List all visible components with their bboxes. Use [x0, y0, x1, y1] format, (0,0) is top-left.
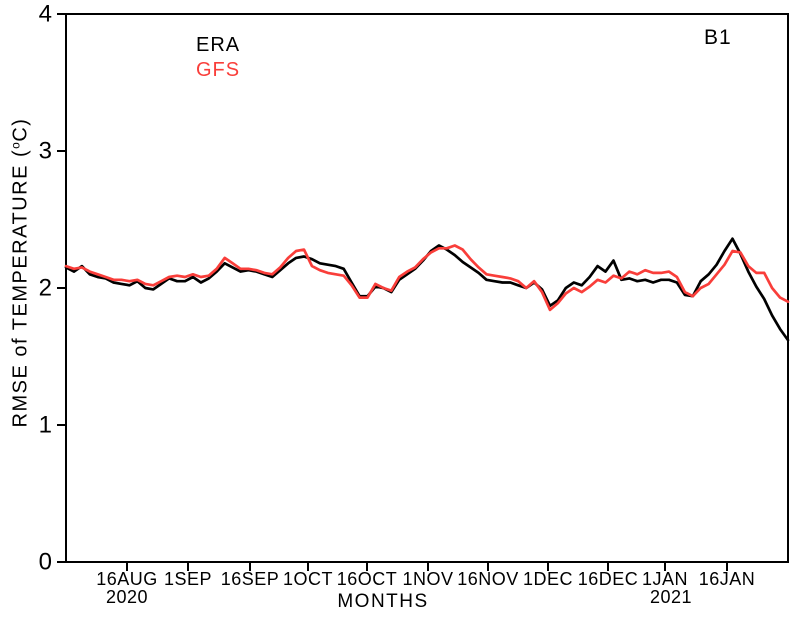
x-tick-label: 1DEC [523, 569, 573, 589]
x-tick-label: 1SEP [164, 569, 212, 589]
year-label-2021: 2021 [649, 587, 693, 607]
y-tick-label: 2 [39, 275, 52, 302]
legend-gfs-label: GFS [196, 59, 241, 81]
y-axis-title-text: RMSE of TEMPERATURE ( [9, 148, 32, 428]
degree-symbol: o [8, 141, 23, 149]
year-label-2020: 2020 [105, 587, 149, 607]
legend-era-label: ERA [196, 34, 241, 56]
x-tick-label: 16JAN [699, 569, 756, 589]
gfs-line [64, 244, 790, 312]
x-tick-label: 1JAN [642, 569, 688, 589]
x-axis-title: MONTHS [337, 591, 429, 612]
era-line [64, 237, 790, 342]
x-tick-label: 16DEC [578, 569, 639, 589]
x-tick-label: 16OCT [337, 569, 398, 589]
y-tick-label: 1 [39, 412, 52, 439]
x-tick-label: 16AUG [96, 569, 158, 589]
y-tick-label: 3 [39, 138, 52, 165]
panel-label: B1 [704, 26, 732, 49]
x-tick-label: 16NOV [457, 569, 519, 589]
y-tick-label: 0 [39, 549, 52, 576]
y-tick-label: 4 [39, 1, 52, 28]
x-tick-label: 16SEP [221, 569, 280, 589]
x-tick-label: 1OCT [283, 569, 333, 589]
x-tick-label: 1NOV [402, 569, 453, 589]
y-axis-title-unit: C) [9, 117, 32, 142]
y-axis-title: RMSE of TEMPERATURE (oC) [9, 53, 34, 493]
